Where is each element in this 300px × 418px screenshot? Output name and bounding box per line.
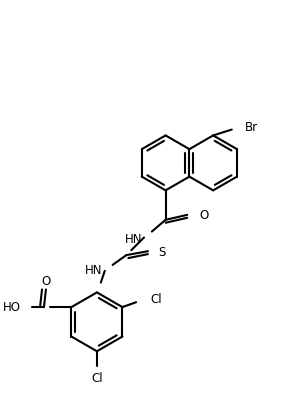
- Text: S: S: [159, 246, 166, 259]
- Text: HN: HN: [85, 264, 103, 277]
- Text: Cl: Cl: [91, 372, 103, 385]
- Text: Cl: Cl: [150, 293, 161, 306]
- Text: O: O: [41, 275, 51, 288]
- Text: Br: Br: [244, 121, 258, 134]
- Text: O: O: [199, 209, 208, 222]
- Text: HN: HN: [124, 233, 142, 246]
- Text: HO: HO: [2, 301, 20, 314]
